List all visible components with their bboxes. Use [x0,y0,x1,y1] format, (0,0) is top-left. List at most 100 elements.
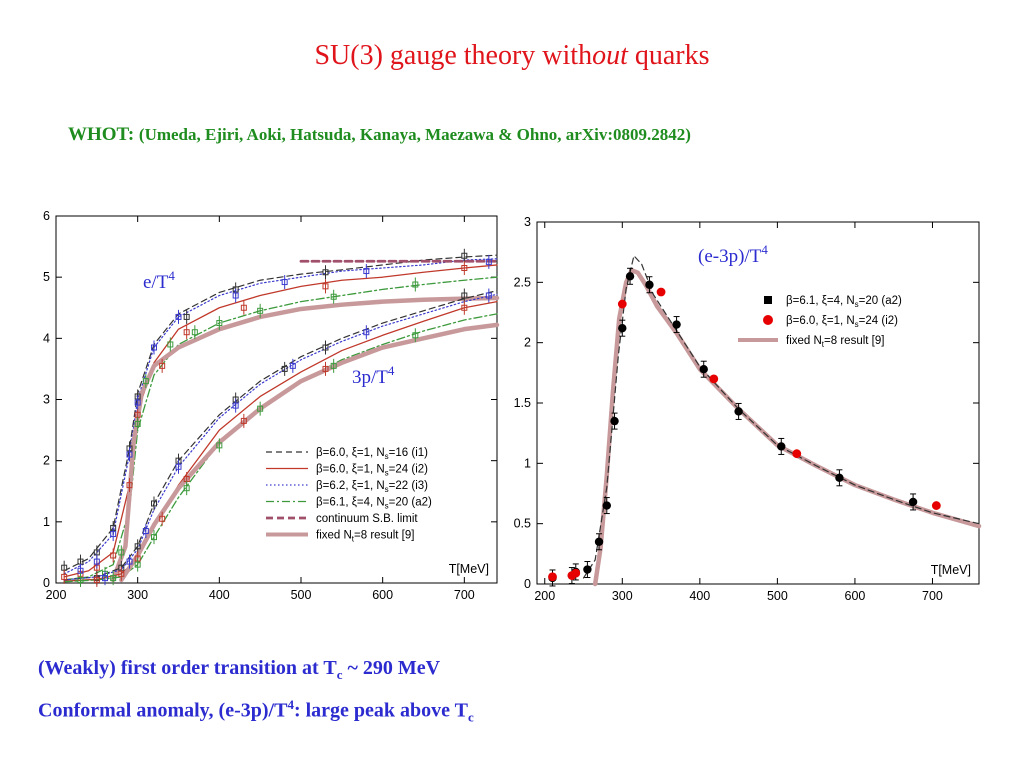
data-point-i2 [931,501,941,510]
data-point [151,344,157,351]
x-tick-label: 300 [612,589,633,603]
data-point [61,573,68,580]
data-point [461,264,468,271]
data-point [485,292,492,299]
bottom-line-1-sub: c [336,667,343,682]
data-point [232,292,239,299]
y-tick-label: 1 [43,515,50,529]
data-point [281,365,288,372]
data-point [151,534,157,541]
data-point-a2 [594,537,604,546]
bottom-line-1-pre: (Weakly) first order transition at T [38,657,337,679]
data-point [110,552,117,559]
x-tick-label: 600 [372,588,393,602]
data-point [232,402,239,409]
x-tick-label: 400 [689,589,710,603]
y-tick-label: 3 [524,215,531,229]
title-pre: SU(3) gauge theory with [314,40,593,71]
data-point [461,304,468,311]
y-tick-label: 0 [43,576,50,590]
bottom-line-2-mid: : large peak above T [293,699,469,722]
data-point [175,463,182,470]
x-axis-label: T[MeV] [931,563,971,577]
bottom-text: (Weakly) first order transition at Tc ~ … [38,653,474,733]
data-point [134,420,141,427]
legend-entry: fixed Nt=8 result [9] [786,335,884,349]
bottom-line-1: (Weakly) first order transition at Tc ~ … [38,653,474,690]
y-tick-label: 3 [43,393,50,407]
data-point-a2 [618,323,627,333]
x-tick-label: 400 [209,588,230,602]
data-point [461,252,468,259]
annotation-e-over-t4-sup: 4 [168,268,175,283]
data-point [142,378,149,385]
bottom-line-1-post: ~ 290 MeV [342,657,441,679]
bottom-line-2-pre: Conformal anomaly, (e-3p)/T [38,699,288,722]
y-tick-label: 2.5 [514,275,531,289]
legend-sub: t [352,535,355,544]
y-tick-label: 0 [524,577,531,591]
series-line-9 [63,293,498,581]
data-point-a2 [699,365,708,374]
annotation-e-minus-3p-sup: 4 [761,242,768,257]
data-point [183,329,190,336]
series-line-3 [63,258,498,575]
y-tick-label: 2 [43,454,50,468]
y-tick-label: 4 [43,331,50,345]
legend-post: =24 (i2) [859,315,898,327]
legend-entry: β=6.0, ξ=1, Ns=24 (i2) [316,464,428,478]
data-point-i2 [548,572,557,582]
data-point-a2 [610,416,619,426]
data-point-i2 [709,374,719,384]
legend-entry: β=6.1, ξ=4, Ns=20 (a2) [786,295,902,309]
legend-post: =8 result [9] [354,530,414,542]
data-point-a2 [602,501,611,510]
bottom-line-2-sup: 4 [287,697,294,712]
data-point [134,561,141,568]
x-tick-label: 200 [534,589,555,603]
data-point [191,329,198,336]
data-point [93,558,100,565]
legend-marker-circle [763,315,773,325]
data-point [412,281,419,288]
bottom-line-2: Conformal anomaly, (e-3p)/T4: large peak… [38,690,474,733]
y-tick-label: 2 [524,336,531,350]
x-tick-label: 200 [46,588,67,602]
legend-entry: fixed Nt=8 result [9] [316,530,414,544]
data-point [485,258,492,265]
data-point [159,515,166,522]
data-point [126,451,133,458]
series-line-11 [119,322,500,583]
data-point [183,485,190,492]
data-point-a2 [777,442,786,451]
data-point [118,570,125,577]
x-tick-label: 300 [127,588,148,602]
data-point [102,575,108,582]
data-point [216,320,223,327]
data-point [240,304,247,311]
data-point [257,405,264,412]
data-point [322,344,329,351]
x-axis-label: T[MeV] [449,562,489,576]
subtitle-references: (Umeda, Ejiri, Aoki, Hatsuda, Kanaya, Ma… [138,125,691,144]
chart-panel-2: 200 300 400 500 600 700 0 0.5 1 1.5 2 2.5 3 T[MeV] (e-… [514,215,982,603]
data-point [175,313,182,320]
title-emphasis: out [592,40,628,71]
legend-post: =20 (a2) [859,295,902,307]
title-post: quarks [627,40,710,71]
legend-entry: β=6.0, ξ=1, Ns=24 (i2) [786,315,898,329]
data-point [216,442,223,449]
data-point [167,341,174,348]
data-point-i2 [792,449,802,459]
y-tick-label: 1.5 [514,396,531,410]
data-point-a2 [734,407,743,416]
data-point-a2 [583,565,592,574]
legend-entry: β=6.0, ξ=1, Ns=16 (i1) [316,447,428,461]
data-point [322,365,329,372]
data-point-a2 [908,497,918,507]
data-point [159,362,166,369]
data-point-i2 [656,287,666,297]
legend-sub: s [855,300,859,309]
y-tick-label: 5 [43,270,50,284]
